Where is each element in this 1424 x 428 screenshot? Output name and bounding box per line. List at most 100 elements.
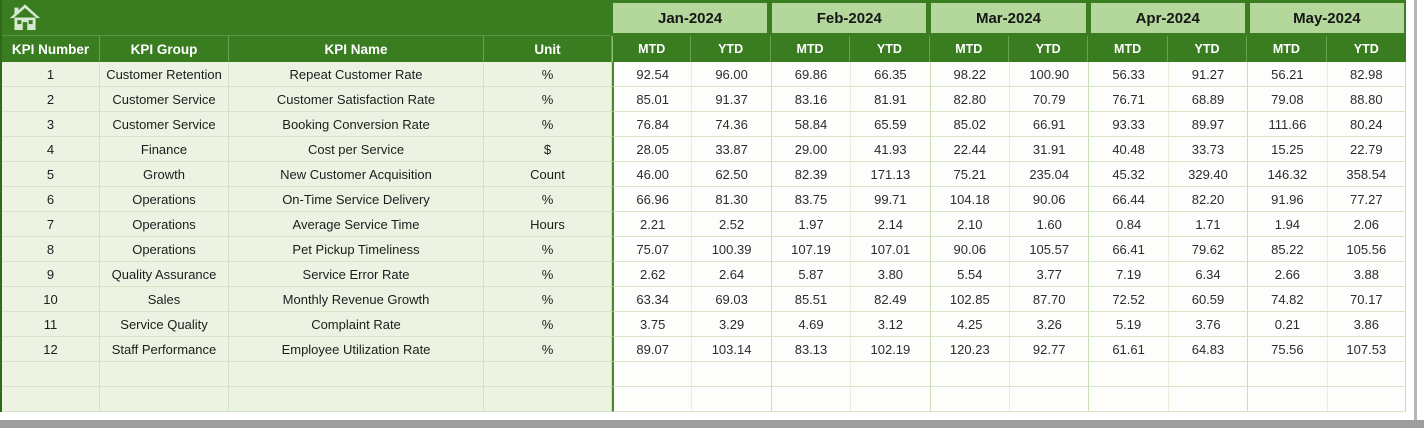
value-cell[interactable]: 80.24	[1326, 112, 1406, 137]
value-cell[interactable]: 85.02	[929, 112, 1009, 137]
value-cell[interactable]	[1326, 362, 1406, 387]
kpi-number-cell[interactable]: 1	[2, 62, 100, 87]
unit-cell[interactable]: %	[484, 262, 612, 287]
kpi-group-cell[interactable]: Staff Performance	[100, 337, 229, 362]
value-cell[interactable]: 66.44	[1088, 187, 1168, 212]
kpi-name-cell[interactable]: Cost per Service	[229, 137, 484, 162]
unit-cell[interactable]: %	[484, 62, 612, 87]
value-cell[interactable]	[1009, 387, 1089, 412]
value-cell[interactable]: 66.96	[612, 187, 692, 212]
col-header-kpi-number[interactable]: KPI Number	[2, 36, 100, 62]
value-cell[interactable]: 68.89	[1167, 87, 1248, 112]
kpi-number-cell[interactable]: 9	[2, 262, 100, 287]
value-cell[interactable]: 81.91	[850, 87, 930, 112]
value-cell[interactable]: 66.91	[1009, 112, 1089, 137]
value-cell[interactable]: 6.34	[1167, 262, 1248, 287]
value-cell[interactable]: 329.40	[1167, 162, 1248, 187]
value-cell[interactable]: 65.59	[850, 112, 930, 137]
kpi-name-cell[interactable]	[229, 387, 484, 412]
value-cell[interactable]: 82.20	[1167, 187, 1248, 212]
value-cell[interactable]: 102.85	[929, 287, 1009, 312]
kpi-group-cell[interactable]: Growth	[100, 162, 229, 187]
value-cell[interactable]	[770, 362, 851, 387]
value-cell[interactable]: 74.82	[1247, 287, 1327, 312]
value-cell[interactable]	[1247, 362, 1327, 387]
value-cell[interactable]: 120.23	[929, 337, 1009, 362]
value-cell[interactable]: 4.25	[929, 312, 1009, 337]
value-cell[interactable]: 146.32	[1247, 162, 1327, 187]
value-cell[interactable]: 3.80	[850, 262, 930, 287]
value-cell[interactable]: 66.41	[1088, 237, 1168, 262]
value-cell[interactable]: 3.77	[1009, 262, 1089, 287]
kpi-name-cell[interactable]: New Customer Acquisition	[229, 162, 484, 187]
value-cell[interactable]: 88.80	[1326, 87, 1406, 112]
value-cell[interactable]: 82.49	[850, 287, 930, 312]
month-header-mar[interactable]: Mar-2024	[931, 3, 1086, 33]
value-cell[interactable]: 2.64	[691, 262, 771, 287]
value-cell[interactable]: 90.06	[929, 237, 1009, 262]
month-header-apr[interactable]: Apr-2024	[1090, 3, 1245, 33]
value-cell[interactable]: 70.17	[1326, 287, 1406, 312]
value-cell[interactable]: 100.90	[1009, 62, 1089, 87]
kpi-number-cell[interactable]: 3	[2, 112, 100, 137]
kpi-name-cell[interactable]: Pet Pickup Timeliness	[229, 237, 484, 262]
unit-cell[interactable]: %	[484, 337, 612, 362]
value-cell[interactable]: 62.50	[691, 162, 771, 187]
unit-cell[interactable]: %	[484, 187, 612, 212]
value-cell[interactable]: 40.48	[1088, 137, 1168, 162]
kpi-group-cell[interactable]: Customer Service	[100, 87, 229, 112]
value-cell[interactable]	[770, 387, 851, 412]
value-cell[interactable]: 3.26	[1009, 312, 1089, 337]
value-cell[interactable]: 69.03	[691, 287, 771, 312]
value-cell[interactable]: 89.97	[1167, 112, 1248, 137]
value-cell[interactable]: 28.05	[612, 137, 692, 162]
value-cell[interactable]: 83.13	[770, 337, 851, 362]
value-cell[interactable]: 46.00	[612, 162, 692, 187]
value-cell[interactable]: 90.06	[1009, 187, 1089, 212]
value-cell[interactable]: 0.84	[1088, 212, 1168, 237]
month-header-feb[interactable]: Feb-2024	[772, 3, 927, 33]
value-cell[interactable]: 15.25	[1247, 137, 1327, 162]
value-cell[interactable]: 64.83	[1167, 337, 1248, 362]
value-cell[interactable]: 3.29	[691, 312, 771, 337]
value-cell[interactable]: 2.06	[1326, 212, 1406, 237]
value-cell[interactable]: 75.21	[929, 162, 1009, 187]
value-cell[interactable]	[691, 387, 771, 412]
col-header-apr-ytd[interactable]: YTD	[1168, 36, 1248, 62]
value-cell[interactable]: 104.18	[929, 187, 1009, 212]
value-cell[interactable]: 103.14	[691, 337, 771, 362]
value-cell[interactable]: 58.84	[770, 112, 851, 137]
value-cell[interactable]	[929, 362, 1009, 387]
value-cell[interactable]: 87.70	[1009, 287, 1089, 312]
unit-cell[interactable]: Count	[484, 162, 612, 187]
value-cell[interactable]: 107.01	[850, 237, 930, 262]
value-cell[interactable]: 1.94	[1247, 212, 1327, 237]
col-header-jan-mtd[interactable]: MTD	[612, 36, 692, 62]
col-header-feb-ytd[interactable]: YTD	[850, 36, 930, 62]
value-cell[interactable]: 79.08	[1247, 87, 1327, 112]
window-bottom-edge[interactable]	[0, 420, 1424, 428]
value-cell[interactable]: 91.37	[691, 87, 771, 112]
value-cell[interactable]: 76.71	[1088, 87, 1168, 112]
value-cell[interactable]: 93.33	[1088, 112, 1168, 137]
kpi-name-cell[interactable]: Repeat Customer Rate	[229, 62, 484, 87]
kpi-group-cell[interactable]: Service Quality	[100, 312, 229, 337]
value-cell[interactable]: 91.27	[1167, 62, 1248, 87]
value-cell[interactable]: 2.21	[612, 212, 692, 237]
value-cell[interactable]: 82.80	[929, 87, 1009, 112]
kpi-group-cell[interactable]: Customer Retention	[100, 62, 229, 87]
value-cell[interactable]	[1088, 387, 1168, 412]
value-cell[interactable]: 98.22	[929, 62, 1009, 87]
kpi-number-cell[interactable]: 4	[2, 137, 100, 162]
kpi-name-cell[interactable]: Customer Satisfaction Rate	[229, 87, 484, 112]
unit-cell[interactable]: %	[484, 87, 612, 112]
value-cell[interactable]: 1.71	[1167, 212, 1248, 237]
value-cell[interactable]: 171.13	[850, 162, 930, 187]
value-cell[interactable]	[850, 362, 930, 387]
value-cell[interactable]	[612, 362, 692, 387]
kpi-number-cell[interactable]: 12	[2, 337, 100, 362]
value-cell[interactable]: 83.16	[770, 87, 851, 112]
value-cell[interactable]: 82.39	[770, 162, 851, 187]
value-cell[interactable]: 5.54	[929, 262, 1009, 287]
value-cell[interactable]: 2.62	[612, 262, 692, 287]
